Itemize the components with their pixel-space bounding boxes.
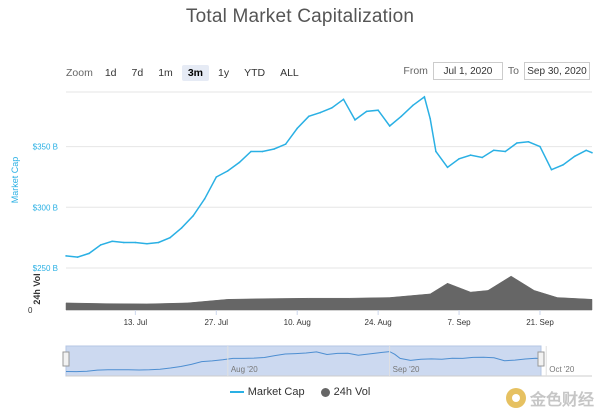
zoom-all-button[interactable]: ALL	[280, 67, 299, 79]
market-cap-point	[412, 104, 414, 107]
chart-legend: Market Cap 24h Vol	[0, 386, 600, 398]
market-cap-point	[591, 151, 593, 154]
market-cap-point	[227, 170, 229, 172]
x-tick-label: 10. Aug	[284, 318, 311, 327]
market-cap-point	[469, 154, 472, 156]
zoom-1d-button[interactable]: 1d	[104, 67, 117, 79]
market-cap-point	[192, 215, 194, 217]
market-cap-point	[539, 145, 541, 148]
market-cap-point	[65, 255, 67, 257]
volume-tick-label: 0	[28, 306, 33, 315]
market-cap-point	[365, 110, 368, 113]
market-cap-point	[319, 111, 322, 114]
market-cap-point	[423, 96, 426, 98]
market-cap-point	[238, 161, 241, 164]
market-cap-point	[134, 241, 137, 244]
y-tick-label: $300 B	[33, 203, 58, 212]
x-tick-label: 7. Sep	[447, 318, 471, 327]
market-cap-point	[562, 164, 564, 166]
zoom-label: Zoom	[66, 67, 93, 79]
market-cap-point	[458, 158, 460, 160]
zoom-toolbar: Zoom 1d 7d 1m 3m 1y YTD ALL	[66, 64, 308, 82]
market-cap-point	[111, 240, 113, 243]
legend-item-market-cap[interactable]: Market Cap	[229, 386, 305, 398]
navigator-line	[65, 351, 542, 373]
market-cap-point	[331, 107, 333, 109]
volume-dot-icon	[320, 387, 330, 397]
market-cap-point	[446, 166, 449, 169]
market-cap-point	[573, 155, 576, 158]
market-cap-point	[123, 241, 125, 244]
market-cap-point	[388, 125, 391, 127]
x-tick-label: 27. Jul	[204, 318, 228, 327]
market-cap-point	[250, 150, 252, 153]
zoom-7d-button[interactable]: 7d	[131, 67, 144, 79]
market-cap-point	[354, 119, 356, 121]
zoom-1m-button[interactable]: 1m	[158, 67, 173, 79]
market-cap-point	[492, 149, 495, 152]
market-cap-point	[308, 115, 310, 118]
market-cap-point	[88, 252, 90, 255]
market-cap-point	[527, 141, 530, 143]
market-cap-point	[400, 115, 403, 118]
market-cap-point	[261, 150, 264, 153]
navigator-tick-label: Aug '20	[231, 365, 258, 374]
market-cap-point	[429, 117, 432, 120]
y-tick-label: $350 B	[33, 143, 58, 152]
coin-logo-icon	[505, 388, 526, 408]
zoom-3m-button[interactable]: 3m	[181, 65, 209, 81]
x-tick-label: 21. Sep	[526, 318, 554, 327]
market-cap-point	[504, 150, 507, 153]
market-cap-point	[284, 143, 287, 145]
volume-axis-title: 24h Vol	[32, 273, 42, 304]
market-cap-line	[65, 95, 593, 258]
market-cap-point	[146, 242, 148, 245]
navigator-selected-range	[65, 345, 542, 377]
y-tick-label: $250 B	[33, 264, 58, 273]
market-cap-point	[435, 150, 437, 153]
zoom-ytd-button[interactable]: YTD	[244, 67, 266, 79]
watermark-text: 金色财经	[529, 392, 594, 409]
market-cap-point	[481, 156, 484, 159]
market-cap-point	[585, 149, 587, 152]
market-cap-point	[273, 148, 275, 150]
date-range-selector: From To	[398, 62, 590, 80]
navigator-right-handle[interactable]	[537, 351, 545, 367]
market-cap-point	[99, 244, 102, 246]
market-cap-point	[157, 241, 160, 244]
legend-label-volume: 24h Vol	[333, 386, 371, 398]
x-tick-label: 13. Jul	[124, 318, 148, 327]
volume-area	[65, 275, 593, 311]
x-tick-label: 24. Aug	[365, 318, 392, 327]
navigator-left-handle[interactable]	[62, 351, 70, 367]
from-date-input[interactable]	[432, 62, 503, 80]
navigator-tick-label: Sep '20	[393, 365, 420, 374]
market-cap-point	[377, 109, 379, 111]
market-cap-point	[215, 176, 218, 178]
to-label: To	[507, 65, 519, 77]
navigator-tick-label: Oct '20	[549, 365, 575, 374]
legend-label-market-cap: Market Cap	[247, 386, 305, 398]
market-cap-point	[550, 168, 553, 171]
legend-item-volume[interactable]: 24h Vol	[320, 386, 371, 398]
page-title: Total Market Capitalization	[185, 6, 415, 27]
market-cap-point	[76, 256, 79, 258]
market-cap-point	[180, 227, 183, 229]
market-cap-point	[203, 198, 206, 200]
market-cap-point	[516, 142, 518, 144]
from-label: From	[403, 65, 428, 77]
watermark-logo: 金色财经	[505, 386, 594, 410]
market-cap-point	[169, 236, 171, 239]
zoom-1y-button[interactable]: 1y	[218, 67, 230, 79]
y-axis-title: Market Cap	[10, 157, 20, 204]
market-cap-line-icon	[229, 391, 244, 393]
market-cap-point	[296, 127, 299, 130]
market-cap-point	[342, 98, 345, 101]
to-date-input[interactable]	[524, 62, 590, 80]
